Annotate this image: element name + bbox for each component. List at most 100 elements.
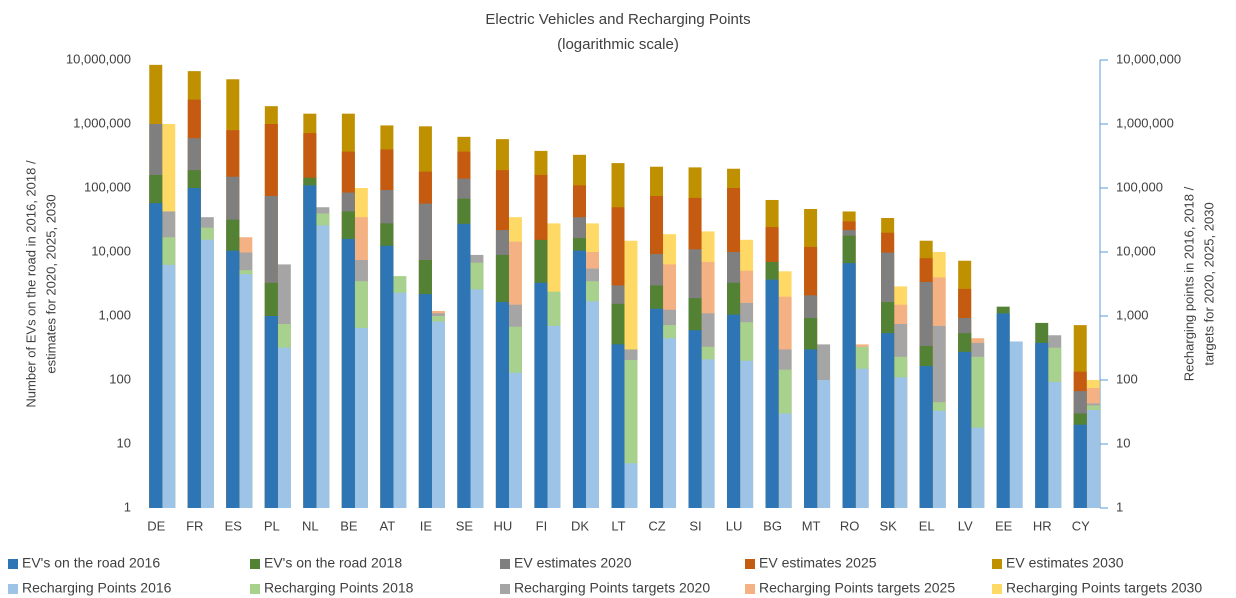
y-tick-label: 100 — [109, 371, 131, 386]
chart-title: Electric Vehicles and Recharging Points — [485, 11, 750, 28]
legend-swatch — [250, 559, 260, 569]
y2-tick-label: 100 — [1116, 371, 1138, 386]
y2-axis-title-line: targets for 2020, 2025, 2030 — [1201, 202, 1216, 365]
bar — [508, 372, 522, 508]
y-axis-title-line: Number of EVs on the road in 2016, 2018 … — [23, 160, 38, 408]
bar — [162, 264, 176, 508]
bar — [547, 325, 561, 508]
bar — [1073, 424, 1087, 508]
x-tick-label: FR — [186, 518, 203, 533]
legend-label: EV's on the road 2016 — [22, 555, 160, 571]
y2-axis-title-line: Recharging points in 2016, 2018 / — [1181, 186, 1196, 381]
y-tick-label: 1,000 — [98, 307, 131, 322]
chart-subtitle: (logarithmic scale) — [557, 36, 679, 53]
bar — [778, 413, 792, 508]
x-tick-label: LU — [726, 518, 743, 533]
bar — [727, 314, 741, 508]
bar — [470, 289, 484, 508]
bar — [611, 344, 625, 508]
bar — [187, 188, 201, 508]
x-tick-label: EE — [995, 518, 1013, 533]
bar — [341, 238, 355, 508]
bar — [457, 223, 471, 509]
bar — [971, 427, 985, 508]
y2-tick-label: 10,000 — [1116, 243, 1156, 258]
bar — [1035, 342, 1049, 508]
y2-tick-label: 1,000 — [1116, 307, 1149, 322]
y2-tick-label: 10 — [1116, 435, 1130, 450]
y2-axis-title: Recharging points in 2016, 2018 / target… — [1181, 186, 1216, 381]
x-tick-label: BE — [340, 518, 358, 533]
bar — [264, 316, 278, 508]
bar — [354, 327, 368, 508]
legend-label: EV estimates 2020 — [514, 555, 632, 571]
bar — [701, 359, 715, 508]
bar — [380, 245, 394, 508]
x-tick-label: CZ — [648, 518, 665, 533]
y2-tick-label: 1 — [1116, 499, 1123, 514]
bar — [688, 330, 702, 508]
bar — [650, 308, 664, 508]
legend-label: Recharging Points targets 2020 — [514, 580, 710, 596]
bar — [842, 263, 856, 508]
y-tick-label: 1 — [124, 499, 131, 514]
legend-label: Recharging Points targets 2025 — [759, 580, 955, 596]
bar — [239, 274, 253, 508]
x-tick-label: PL — [264, 518, 280, 533]
bar — [765, 279, 779, 508]
bar — [740, 360, 754, 508]
y2-tick-label: 10,000,000 — [1116, 51, 1181, 66]
x-tick-label: ES — [225, 518, 243, 533]
bar — [277, 347, 291, 508]
legend-label: EV's on the road 2018 — [264, 555, 402, 571]
bar — [804, 349, 818, 508]
bar — [624, 463, 638, 508]
y-tick-label: 10,000 — [91, 243, 131, 258]
x-tick-label: LT — [611, 518, 625, 533]
bar — [303, 185, 317, 508]
legend-swatch — [745, 584, 755, 594]
bar — [663, 338, 677, 508]
x-tick-label: DE — [147, 518, 165, 533]
x-tick-label: DK — [571, 518, 589, 533]
x-tick-label: MT — [802, 518, 821, 533]
bar — [149, 203, 163, 508]
y-tick-label: 1,000,000 — [73, 115, 131, 130]
bar — [996, 313, 1010, 508]
y-axis-title: Number of EVs on the road in 2016, 2018 … — [23, 160, 58, 408]
bar — [919, 366, 933, 508]
legend-label: EV estimates 2025 — [759, 555, 877, 571]
bar — [226, 250, 240, 508]
legend-label: Recharging Points 2016 — [22, 580, 172, 596]
bar — [881, 333, 895, 508]
legend-swatch — [745, 559, 755, 569]
legend-swatch — [500, 559, 510, 569]
y-tick-label: 10 — [117, 435, 131, 450]
bar — [958, 351, 972, 508]
bar — [1086, 409, 1100, 508]
bar — [200, 239, 214, 508]
bar — [418, 294, 432, 508]
legend-swatch — [500, 584, 510, 594]
x-tick-label: HR — [1033, 518, 1052, 533]
x-tick-label: NL — [302, 518, 319, 533]
y-axis-title-line: estimates for 2020, 2025, 2030 — [43, 194, 58, 373]
x-tick-label: SI — [689, 518, 701, 533]
legend-label: Recharging Points targets 2030 — [1006, 580, 1202, 596]
y2-tick-label: 100,000 — [1116, 179, 1163, 194]
bar — [534, 282, 548, 508]
bar — [572, 250, 586, 508]
x-tick-label: CY — [1072, 518, 1090, 533]
legend-swatch — [992, 559, 1002, 569]
x-tick-label: HU — [494, 518, 513, 533]
bar — [1009, 341, 1023, 508]
x-tick-label: SE — [456, 518, 474, 533]
x-tick-label: EL — [919, 518, 935, 533]
legend-label: Recharging Points 2018 — [264, 580, 414, 596]
bar — [495, 302, 509, 508]
x-tick-label: BG — [763, 518, 782, 533]
bar — [431, 321, 445, 508]
bar — [1048, 382, 1062, 508]
x-tick-label: LV — [958, 518, 973, 533]
legend-label: EV estimates 2030 — [1006, 555, 1124, 571]
